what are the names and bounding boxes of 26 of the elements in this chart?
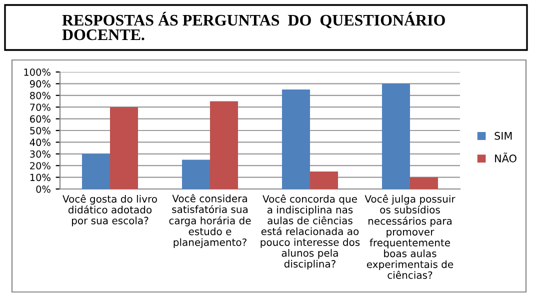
y-tick-label: 20% [30, 162, 50, 170]
bar [382, 84, 410, 189]
bar [110, 107, 138, 189]
x-tick-label: Você gosta do livro didático adotado por sua escola? [62, 194, 157, 226]
y-tick-label: 90% [30, 80, 50, 88]
bar [410, 177, 438, 189]
y-tick-label: 70% [30, 104, 50, 111]
legend-label: SIM [494, 132, 512, 140]
y-tick-label: 30% [30, 150, 50, 158]
y-tick-label: 100% [24, 68, 50, 76]
chart-title: RESPOSTAS ÁS PERGUNTAS DO QUESTIONÁRIO DOCENTE. [62, 12, 445, 40]
y-tick-label: 50% [30, 126, 50, 134]
bar [82, 154, 110, 189]
bar [182, 160, 210, 189]
y-tick-label: 60% [30, 115, 50, 123]
y-tick-label: 0% [36, 185, 50, 193]
bar [282, 90, 310, 189]
x-tick-label: Você julga possuir os subsídios necessários para promover frequentemente boas aulas experimentais de ciências? [364, 194, 456, 279]
y-tick-label: 10% [30, 174, 50, 182]
legend-label: NÃO [495, 152, 516, 162]
bar [310, 171, 338, 189]
y-tick-label: 80% [30, 92, 50, 100]
y-tick-label: 40% [30, 138, 50, 146]
bar [210, 101, 238, 189]
x-tick-label: Você concorda que a indisciplina nas aulas de ciências está relacionada ao pouco interesse dos alunos pela disciplina? [260, 194, 360, 270]
x-tick-label: Você considera satisfatória sua carga horária de estudo e planejamento? [169, 194, 251, 248]
